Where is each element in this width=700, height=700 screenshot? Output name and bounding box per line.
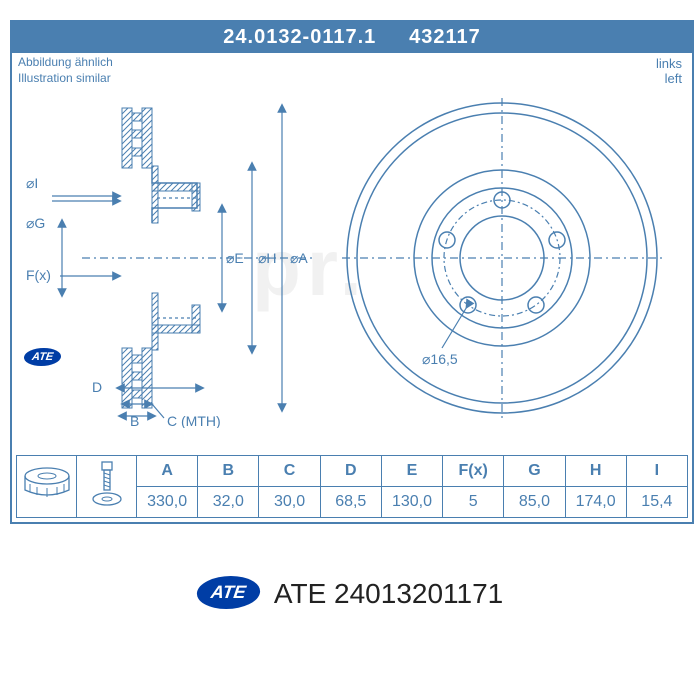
diagram-frame: 24.0132-0117.1 432117 Abbildung ähnlich … xyxy=(10,20,694,524)
val-A: 330,0 xyxy=(137,487,198,518)
val-C: 30,0 xyxy=(259,487,320,518)
val-G: 85,0 xyxy=(504,487,565,518)
part-num-2: 432117 xyxy=(409,26,481,48)
bolt-icon-cell xyxy=(77,456,137,518)
header-bar: 24.0132-0117.1 432117 xyxy=(12,22,692,53)
table-row: A B C D E F(x) G H I xyxy=(17,456,688,487)
label-D: D xyxy=(92,379,102,395)
col-G: G xyxy=(504,456,565,487)
footer-part-number: ATE 24013201171 xyxy=(274,578,503,609)
disc-face-icon: ⌀16,5 xyxy=(332,98,672,428)
subheader-2: Illustration similar xyxy=(18,71,692,85)
subheader-1: Abbildung ähnlich xyxy=(18,55,692,69)
col-A: A xyxy=(137,456,198,487)
val-H: 174,0 xyxy=(565,487,626,518)
part-num-1: 24.0132-0117.1 xyxy=(223,26,376,48)
val-B: 32,0 xyxy=(198,487,259,518)
disc-icon-cell xyxy=(17,456,77,518)
links-left-label: links left xyxy=(656,56,682,86)
label-diaH: ⌀H xyxy=(258,250,277,266)
col-Fx: F(x) xyxy=(443,456,504,487)
val-Fx: 5 xyxy=(443,487,504,518)
links-label: links xyxy=(656,56,682,71)
label-C: C (MTH) xyxy=(167,413,221,428)
val-D: 68,5 xyxy=(320,487,381,518)
brand-logo-icon: ATE xyxy=(194,576,261,609)
footer: ATE ATE 24013201171 xyxy=(0,576,700,610)
vented-disc-icon xyxy=(22,464,72,504)
bolt-icon xyxy=(82,459,132,509)
label-diaA: ⌀A xyxy=(290,250,308,266)
col-H: H xyxy=(565,456,626,487)
label-B: B xyxy=(130,413,139,428)
drawing-area: ⌀A ⌀H ⌀E ⌀I ⌀G F(x) B C (MTH) xyxy=(12,88,692,438)
val-I: 15,4 xyxy=(626,487,687,518)
dimensions-table: A B C D E F(x) G H I 330,0 32,0 30,0 68,… xyxy=(16,455,688,518)
label-diaI: ⌀I xyxy=(26,175,38,191)
col-D: D xyxy=(320,456,381,487)
label-hole-dia: ⌀16,5 xyxy=(422,351,458,367)
col-I: I xyxy=(626,456,687,487)
label-Fx: F(x) xyxy=(26,267,51,283)
label-diaE: ⌀E xyxy=(226,250,244,266)
page-container: 24.0132-0117.1 432117 Abbildung ähnlich … xyxy=(0,0,700,700)
col-B: B xyxy=(198,456,259,487)
val-E: 130,0 xyxy=(381,487,442,518)
label-diaG: ⌀G xyxy=(26,215,45,231)
col-C: C xyxy=(259,456,320,487)
cross-section-icon: ⌀A ⌀H ⌀E ⌀I ⌀G F(x) B C (MTH) xyxy=(22,88,322,428)
left-label: left xyxy=(656,71,682,86)
col-E: E xyxy=(381,456,442,487)
